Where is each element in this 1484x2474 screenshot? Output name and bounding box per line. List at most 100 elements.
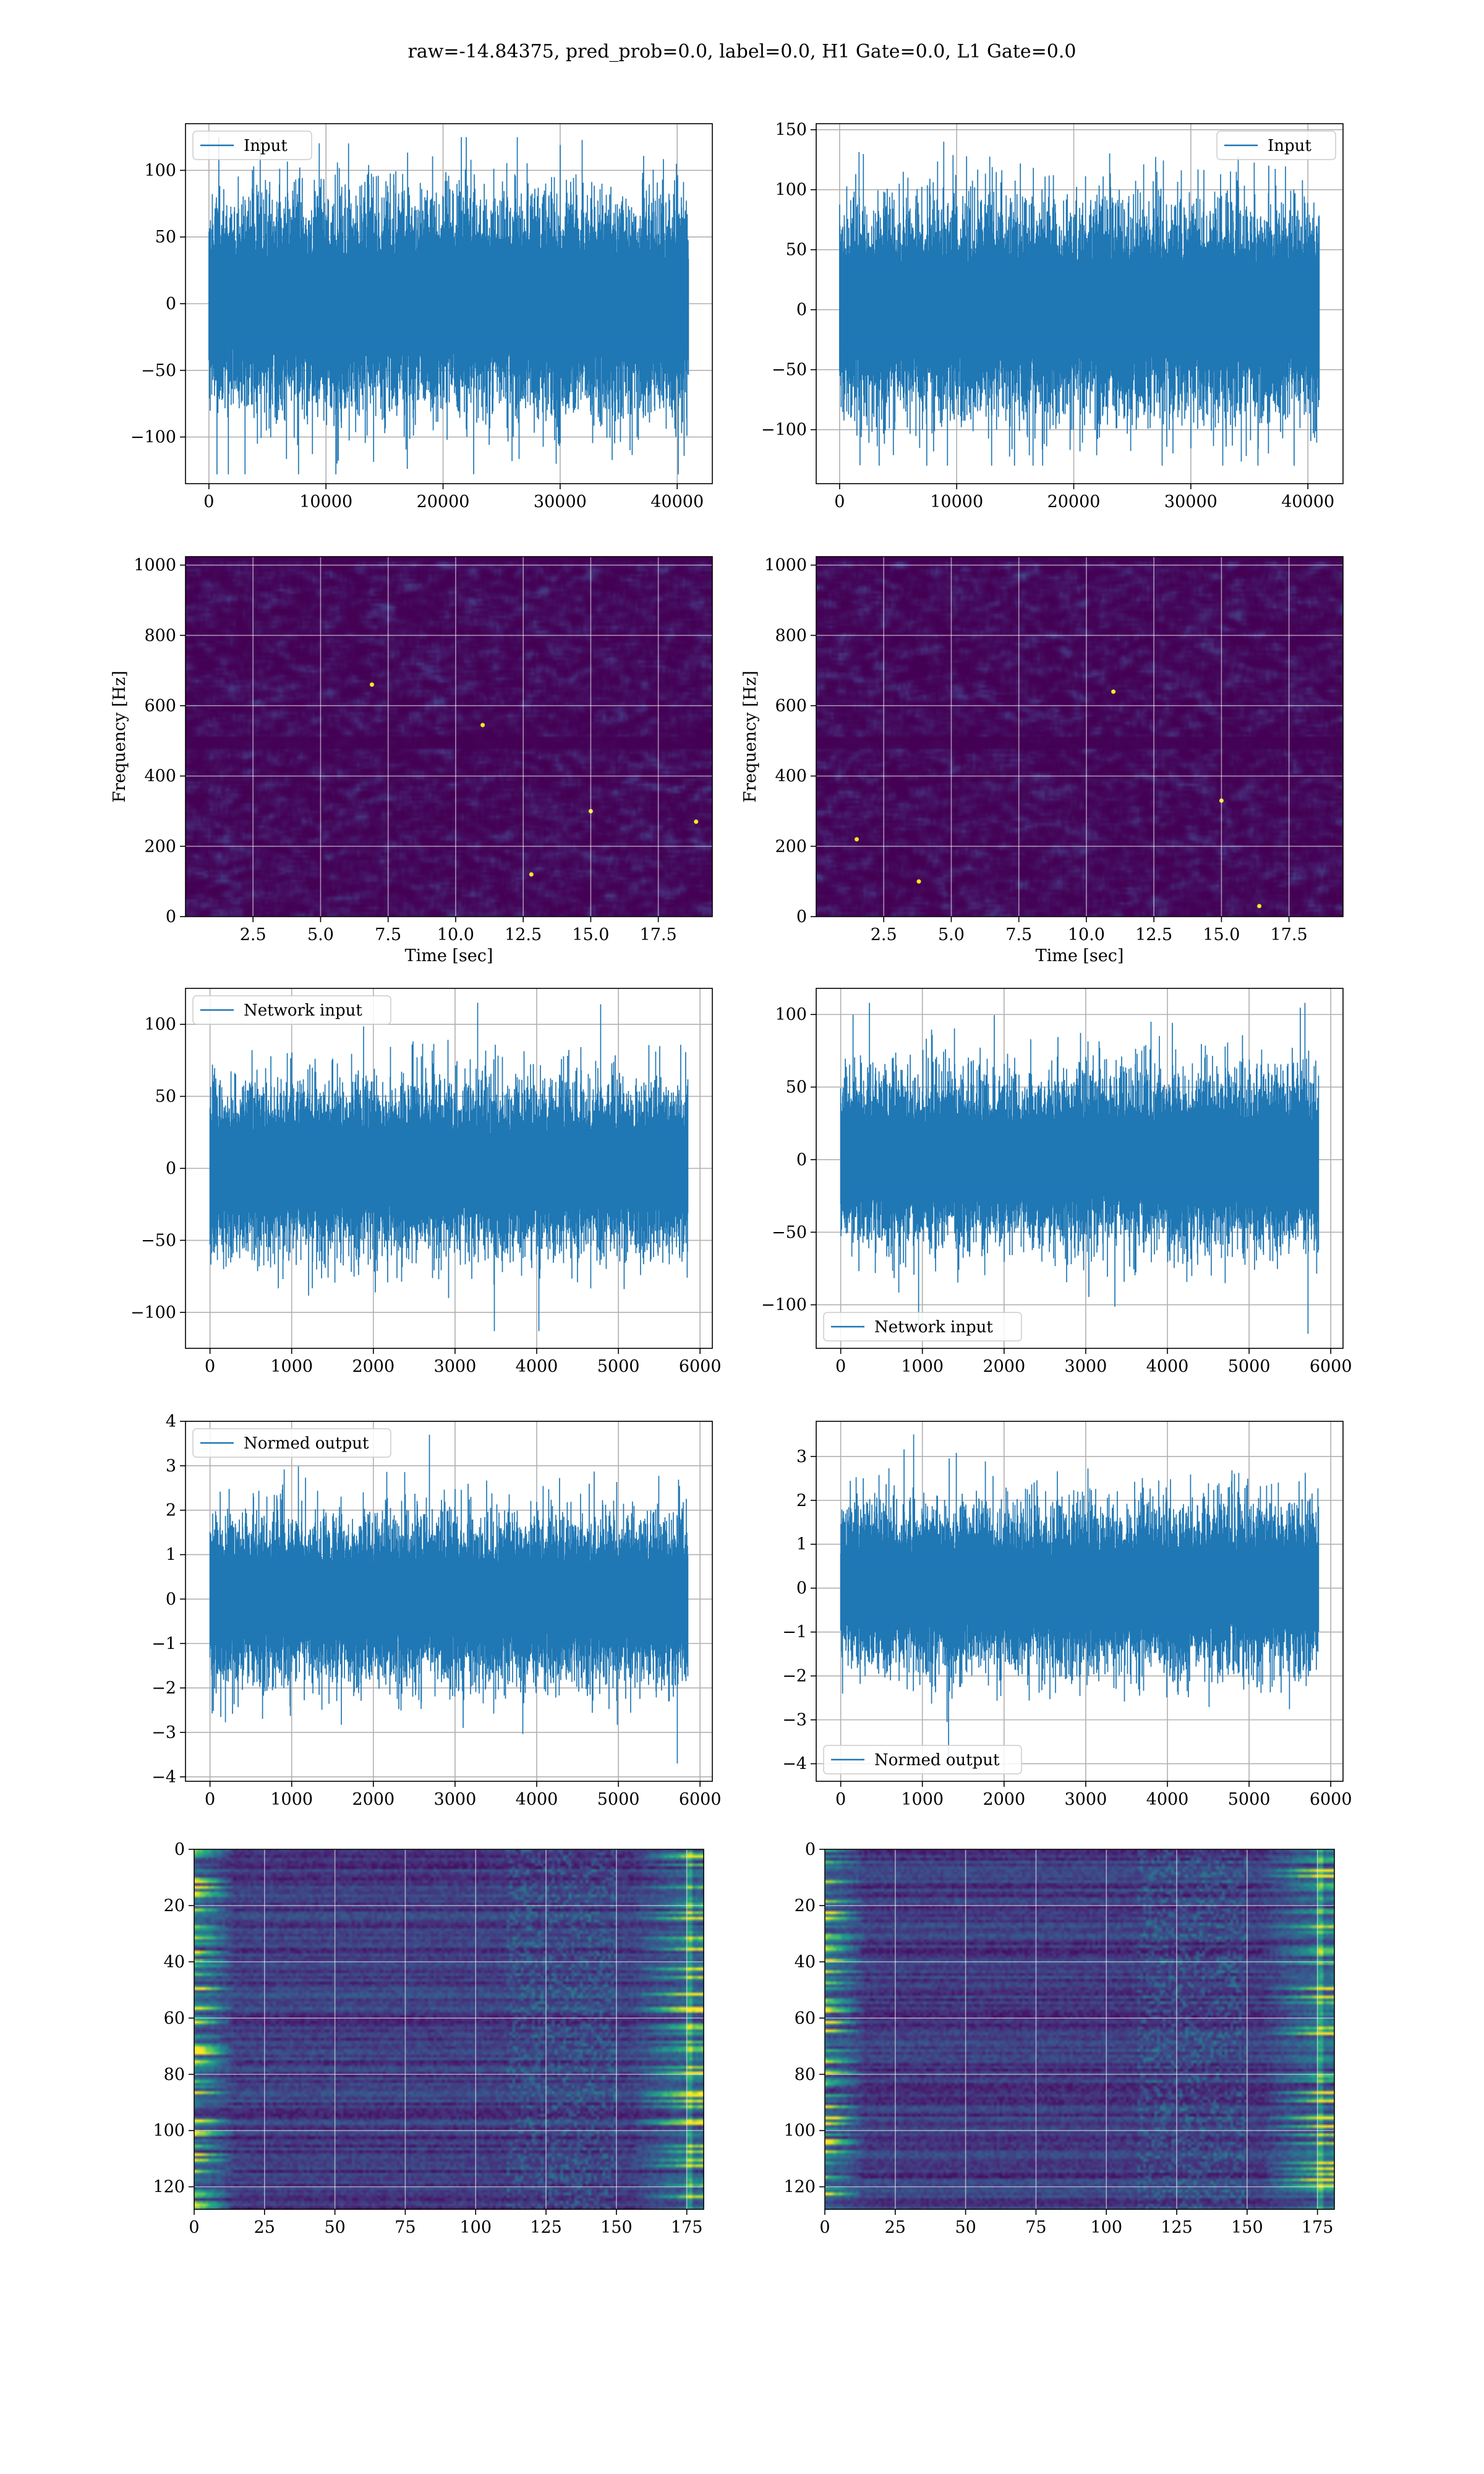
y-tick-label: 40: [164, 1953, 185, 1972]
y-tick-label: 2: [166, 1501, 176, 1520]
x-tick-label: 0: [205, 1357, 215, 1376]
y-tick-label: −50: [141, 361, 176, 380]
axes-frame: [816, 123, 1344, 484]
y-tick-label: 2: [796, 1491, 807, 1510]
x-tick-label: 0: [205, 1790, 215, 1809]
x-tick-label: 1000: [270, 1357, 313, 1376]
y-tick-label: 80: [164, 2065, 185, 2084]
y-tick-label: 100: [775, 181, 807, 200]
subplot-row5-left: 0 25 50 75 100 125 150 175 0 20 40 60 80 100 120: [153, 1840, 704, 2237]
y-tick-label: 800: [775, 626, 807, 645]
x-tick-label: 75: [394, 2218, 416, 2237]
x-tick-label: 75: [1025, 2218, 1046, 2237]
hot-spot: [529, 872, 534, 877]
x-tick-label: 3000: [434, 1357, 477, 1376]
x-tick-label: 175: [671, 2218, 703, 2237]
x-tick-label: 3000: [1065, 1790, 1107, 1809]
x-tick-label: 50: [955, 2218, 976, 2237]
hot-spot: [480, 722, 485, 727]
x-tick-label: 5.0: [938, 925, 965, 944]
y-tick-label: 120: [153, 2178, 185, 2197]
y-tick-label: 60: [795, 2009, 816, 2028]
hot-spot: [855, 837, 859, 842]
y-axis-label: Frequency [Hz]: [110, 670, 129, 802]
x-tick-label: 2000: [352, 1357, 394, 1376]
y-tick-label: 100: [144, 1015, 176, 1034]
x-tick-label: 1000: [270, 1790, 313, 1809]
y-tick-label: 0: [166, 1159, 176, 1178]
hot-spot: [369, 682, 374, 687]
y-tick-label: 3: [166, 1457, 176, 1476]
hot-spot: [916, 879, 921, 884]
legend: Normed output: [192, 1428, 391, 1458]
x-tick-label: 2000: [983, 1790, 1025, 1809]
y-tick-label: −1: [151, 1634, 176, 1653]
subplot-row4-right: 0 1000 2000 3000 4000 5000 6000 −4 −3 −2 −1 0 1 2 3 Nor…: [782, 1421, 1352, 1809]
x-tick-label: 100: [1090, 2218, 1122, 2237]
legend-label: Normed output: [244, 1434, 369, 1453]
x-tick-label: 30000: [534, 492, 587, 511]
y-tick-label: 50: [155, 228, 176, 247]
x-tick-label: 125: [1161, 2218, 1193, 2237]
x-tick-label: 7.5: [375, 925, 401, 944]
x-tick-label: 150: [600, 2218, 633, 2237]
y-tick-label: 600: [144, 696, 176, 716]
legend-label: Input: [1268, 137, 1311, 155]
y-tick-label: 200: [775, 837, 807, 856]
x-tick-label: 3000: [434, 1790, 477, 1809]
y-tick-label: 60: [164, 2009, 185, 2028]
subplot-row1-right: 0 10000 20000 30000 40000 −100 −50 0 50 100 150 Inp…: [761, 121, 1344, 511]
x-tick-label: 12.5: [1135, 925, 1172, 944]
y-tick-label: 0: [174, 1840, 185, 1859]
y-tick-label: 4: [166, 1412, 176, 1431]
feature-map-image: [194, 1849, 704, 2209]
x-axis-label: Time [sec]: [405, 946, 493, 965]
y-tick-label: 80: [795, 2065, 816, 2084]
x-tick-label: 17.5: [1271, 925, 1308, 944]
subplot-row3-left: 0 1000 2000 3000 4000 5000 6000 −100 −50 0 50 100 Ne…: [130, 988, 722, 1376]
y-tick-label: 100: [153, 2121, 185, 2141]
y-tick-label: 100: [775, 1005, 807, 1024]
x-tick-label: 5000: [597, 1357, 640, 1376]
x-tick-label: 30000: [1164, 492, 1217, 511]
hot-spot: [694, 820, 699, 824]
axes-frame: [816, 988, 1344, 1349]
axes-frame: [185, 556, 713, 917]
series-core: [840, 1126, 1319, 1194]
x-tick-label: 2000: [352, 1790, 394, 1809]
y-tick-label: −50: [141, 1231, 176, 1250]
y-tick-label: 0: [166, 1590, 176, 1609]
y-tick-label: 0: [796, 907, 807, 927]
y-tick-label: 1: [166, 1546, 176, 1565]
y-tick-label: 150: [775, 121, 807, 140]
y-tick-label: −1: [782, 1623, 807, 1642]
y-tick-label: −100: [761, 421, 807, 440]
y-tick-label: 50: [786, 241, 807, 260]
subplot-row2-right: 2.5 5.0 7.5 10.0 12.5 15.0 17.5 0 200 400 600 800 10…: [741, 556, 1344, 965]
x-tick-label: 5000: [597, 1790, 640, 1809]
x-tick-label: 0: [819, 2218, 830, 2237]
x-tick-label: 25: [254, 2218, 275, 2237]
y-tick-label: 800: [144, 626, 176, 645]
y-tick-label: −4: [782, 1755, 807, 1774]
legend-box: [823, 1312, 1022, 1342]
legend-box: [1216, 131, 1336, 160]
y-tick-label: 1000: [134, 556, 176, 575]
series-core: [210, 1134, 688, 1202]
x-tick-label: 0: [834, 492, 845, 511]
series-core: [210, 1565, 688, 1633]
y-tick-label: 50: [786, 1078, 807, 1097]
subplot-row3-right: 0 1000 2000 3000 4000 5000 6000 −100 −50 0 50 100 Ne…: [761, 988, 1352, 1376]
spectrogram-image: [816, 557, 1343, 917]
axes-frame: [816, 1421, 1344, 1782]
y-tick-label: −50: [772, 361, 807, 380]
x-tick-label: 5000: [1228, 1357, 1271, 1376]
x-tick-label: 15.0: [1203, 925, 1240, 944]
y-tick-label: −2: [782, 1667, 807, 1686]
x-tick-label: 6000: [1310, 1790, 1352, 1809]
legend-box: [192, 1428, 391, 1458]
y-axis-label: Frequency [Hz]: [741, 670, 760, 802]
y-tick-label: 0: [796, 1150, 807, 1170]
subplot-row1-left: 0 10000 20000 30000 40000 −100 −50 0 50 100 Input: [130, 123, 713, 511]
